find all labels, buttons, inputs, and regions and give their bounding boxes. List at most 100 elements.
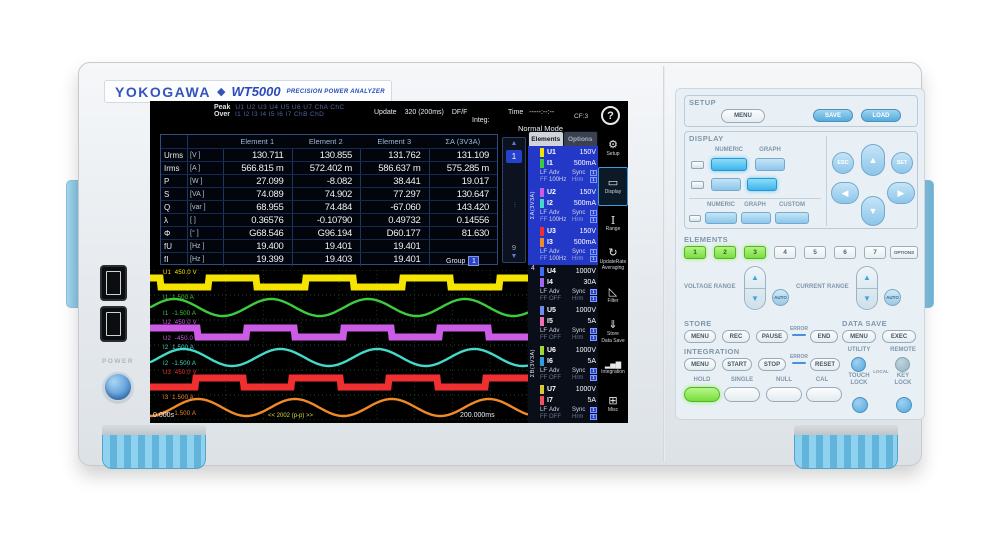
group-number: 1 bbox=[468, 256, 480, 266]
load-button[interactable]: LOAD bbox=[861, 109, 901, 122]
arrow-up-key[interactable]: ▲ bbox=[861, 144, 885, 176]
display2-graph-button[interactable] bbox=[747, 178, 777, 191]
voltage-name: U3 bbox=[547, 228, 556, 235]
element-item-7[interactable]: U7 1000V I7 5A LF FF Adv OFF Sync Hrm 1 1 bbox=[538, 383, 598, 423]
current-range-rocker[interactable]: ▲ ▼ bbox=[856, 266, 878, 310]
display2-numeric-button[interactable] bbox=[711, 178, 741, 191]
element-button-3[interactable]: 3 bbox=[744, 246, 766, 259]
data-save-menu-button[interactable]: MENU bbox=[842, 330, 876, 343]
voltage-range-rocker[interactable]: ▲ ▼ bbox=[744, 266, 766, 310]
diamond-icon: ◆ bbox=[217, 86, 226, 98]
data-save-exec-button[interactable]: EXEC bbox=[882, 330, 916, 343]
usb-port-1[interactable] bbox=[100, 265, 127, 301]
column-header: Element 1 bbox=[240, 137, 275, 146]
arrow-down-key[interactable]: ▼ bbox=[861, 196, 885, 226]
setup-icon: ⚙ bbox=[608, 139, 618, 152]
power-button[interactable] bbox=[103, 372, 133, 402]
esc-button[interactable]: ESC bbox=[832, 152, 854, 174]
lcd-screen[interactable]: Peak U1 U2 U3 U4 U5 U6 U7 ChA ChC Over I1 … bbox=[150, 101, 628, 423]
tab-options[interactable]: Options bbox=[563, 132, 597, 146]
save-button[interactable]: SAVE bbox=[813, 109, 853, 122]
element-item-5[interactable]: U5 1000V I5 5A LF FF Adv OFF Sync Hrm 1 1 bbox=[538, 304, 598, 344]
function-unit: [A ] bbox=[187, 162, 223, 174]
last-page[interactable]: 9 bbox=[511, 242, 517, 252]
sync-setting: Sync Hrm bbox=[572, 170, 586, 183]
left-arrow-icon: ◀ bbox=[841, 187, 849, 198]
current-auto-button[interactable]: AUTO bbox=[884, 289, 901, 306]
arrow-right-key[interactable]: ▶ bbox=[887, 182, 915, 204]
display3-graph-button[interactable] bbox=[741, 212, 771, 224]
voltage-down-icon[interactable]: ▼ bbox=[751, 294, 759, 304]
misc-icon: ⊞ bbox=[608, 395, 618, 407]
set-button[interactable]: SET bbox=[891, 152, 913, 174]
store-end-button[interactable]: END bbox=[810, 330, 838, 343]
softkey-filter-icon[interactable]: ◺ Filter bbox=[598, 278, 628, 314]
data-save-section: DATA SAVE MENU EXEC bbox=[842, 319, 920, 345]
integration-stop-button[interactable]: STOP bbox=[758, 358, 786, 371]
key-lock-button[interactable] bbox=[896, 397, 912, 413]
arrow-left-key[interactable]: ◀ bbox=[831, 182, 859, 204]
cal-button[interactable] bbox=[806, 387, 842, 402]
store-menu-button[interactable]: MENU bbox=[684, 330, 716, 343]
help-icon[interactable]: ? bbox=[601, 106, 620, 125]
mode-indicator: Normal Mode bbox=[518, 124, 564, 133]
logo-plate: YOKOGAWA ◆ WT5000 PRECISION POWER ANALYZ… bbox=[104, 80, 392, 103]
current-up-icon[interactable]: ▲ bbox=[857, 267, 877, 289]
utility-button[interactable] bbox=[851, 357, 866, 372]
softkey-update-rate-icon[interactable]: ↻ UpdateRate Averaging bbox=[598, 242, 628, 278]
element-button-5[interactable]: 5 bbox=[804, 246, 826, 259]
element-item-4[interactable]: U4 1000V I4 30A LF FF Adv OFF Sync Hrm 1 1 bbox=[538, 265, 598, 305]
touch-lock-button[interactable] bbox=[852, 397, 868, 413]
element-item-3[interactable]: U3 150V I3 500mA LF FF Adv 100Hz Sync Hrm 1 1 bbox=[538, 225, 598, 265]
softkey-store-icon[interactable]: ⇓ Store Data Save bbox=[598, 314, 628, 350]
display1-graph-button[interactable] bbox=[755, 158, 785, 171]
single-button[interactable] bbox=[724, 387, 760, 402]
element-item-2[interactable]: U2 150V I2 500mA LF FF Adv 100Hz Sync Hrm 1 1 bbox=[538, 185, 598, 225]
page-selector[interactable]: ▲ 1 ··· 9 ▼ bbox=[502, 137, 526, 263]
element-item-1[interactable]: U1 150V I1 500mA LF FF Adv 100Hz Sync Hrm 1 1 bbox=[538, 146, 598, 186]
store-rec-button[interactable]: REC bbox=[722, 330, 750, 343]
trace-label-top-I2: I2 1.500 A bbox=[163, 345, 194, 351]
element-button-7[interactable]: 7 bbox=[864, 246, 886, 259]
measurement-value: 74.484 bbox=[291, 201, 361, 213]
peak-over-indicators: Peak U1 U2 U3 U4 U5 U6 U7 ChA ChC Over I1 … bbox=[214, 104, 345, 118]
sync-setting: Sync Hrm bbox=[572, 288, 586, 302]
element-button-6[interactable]: 6 bbox=[834, 246, 856, 259]
trace-U2 bbox=[150, 324, 528, 341]
setup-menu-button[interactable]: MENU bbox=[721, 109, 765, 123]
options-button[interactable]: OPTIONS bbox=[890, 246, 918, 259]
softkey-misc-icon[interactable]: ⊞ Misc bbox=[598, 387, 628, 423]
softkey-range-icon[interactable]: I Range bbox=[598, 206, 628, 242]
display3-custom-button[interactable] bbox=[775, 212, 809, 224]
integration-reset-button[interactable]: RESET bbox=[810, 358, 840, 371]
page-up-icon[interactable]: ▲ bbox=[510, 140, 518, 147]
touch-lock-label: TOUCH LOCK bbox=[848, 373, 870, 386]
hold-button[interactable] bbox=[684, 387, 720, 402]
tab-elements[interactable]: Elements bbox=[529, 132, 563, 146]
misc-label: Misc bbox=[607, 407, 619, 413]
integration-menu-button[interactable]: MENU bbox=[684, 358, 716, 371]
current-down-icon[interactable]: ▼ bbox=[863, 294, 871, 304]
voltage-auto-button[interactable]: AUTO bbox=[772, 289, 789, 306]
element-button-1[interactable]: 1 bbox=[684, 246, 706, 259]
softkey-integration-icon[interactable]: ▂▅▇ Integration bbox=[598, 351, 628, 387]
adv-setting: Adv OFF bbox=[549, 367, 561, 381]
usb-port-2[interactable] bbox=[100, 306, 127, 342]
element-button-2[interactable]: 2 bbox=[714, 246, 736, 259]
integration-start-button[interactable]: START bbox=[722, 358, 752, 371]
element-status-row: LF FF Adv 100Hz Sync Hrm 1 1 bbox=[540, 170, 597, 185]
voltage-range: 1000V bbox=[575, 386, 596, 393]
element-button-4[interactable]: 4 bbox=[774, 246, 796, 259]
softkey-display-icon[interactable]: ▭ Display bbox=[598, 167, 628, 206]
voltage-up-icon[interactable]: ▲ bbox=[745, 267, 765, 289]
trace-U3 bbox=[150, 374, 528, 391]
store-pause-button[interactable]: PAUSE bbox=[756, 330, 788, 343]
display1-numeric-button[interactable] bbox=[711, 158, 747, 171]
display3-numeric-button[interactable] bbox=[705, 212, 737, 224]
lf-ff-flags: LF FF bbox=[540, 328, 548, 341]
null-button[interactable] bbox=[766, 387, 802, 402]
element-item-6[interactable]: U6 1000V I6 5A LF FF Adv OFF Sync Hrm 1 1 bbox=[538, 344, 598, 384]
softkey-setup-icon[interactable]: ⚙ Setup bbox=[598, 131, 628, 167]
page-down-icon[interactable]: ▼ bbox=[510, 253, 518, 260]
